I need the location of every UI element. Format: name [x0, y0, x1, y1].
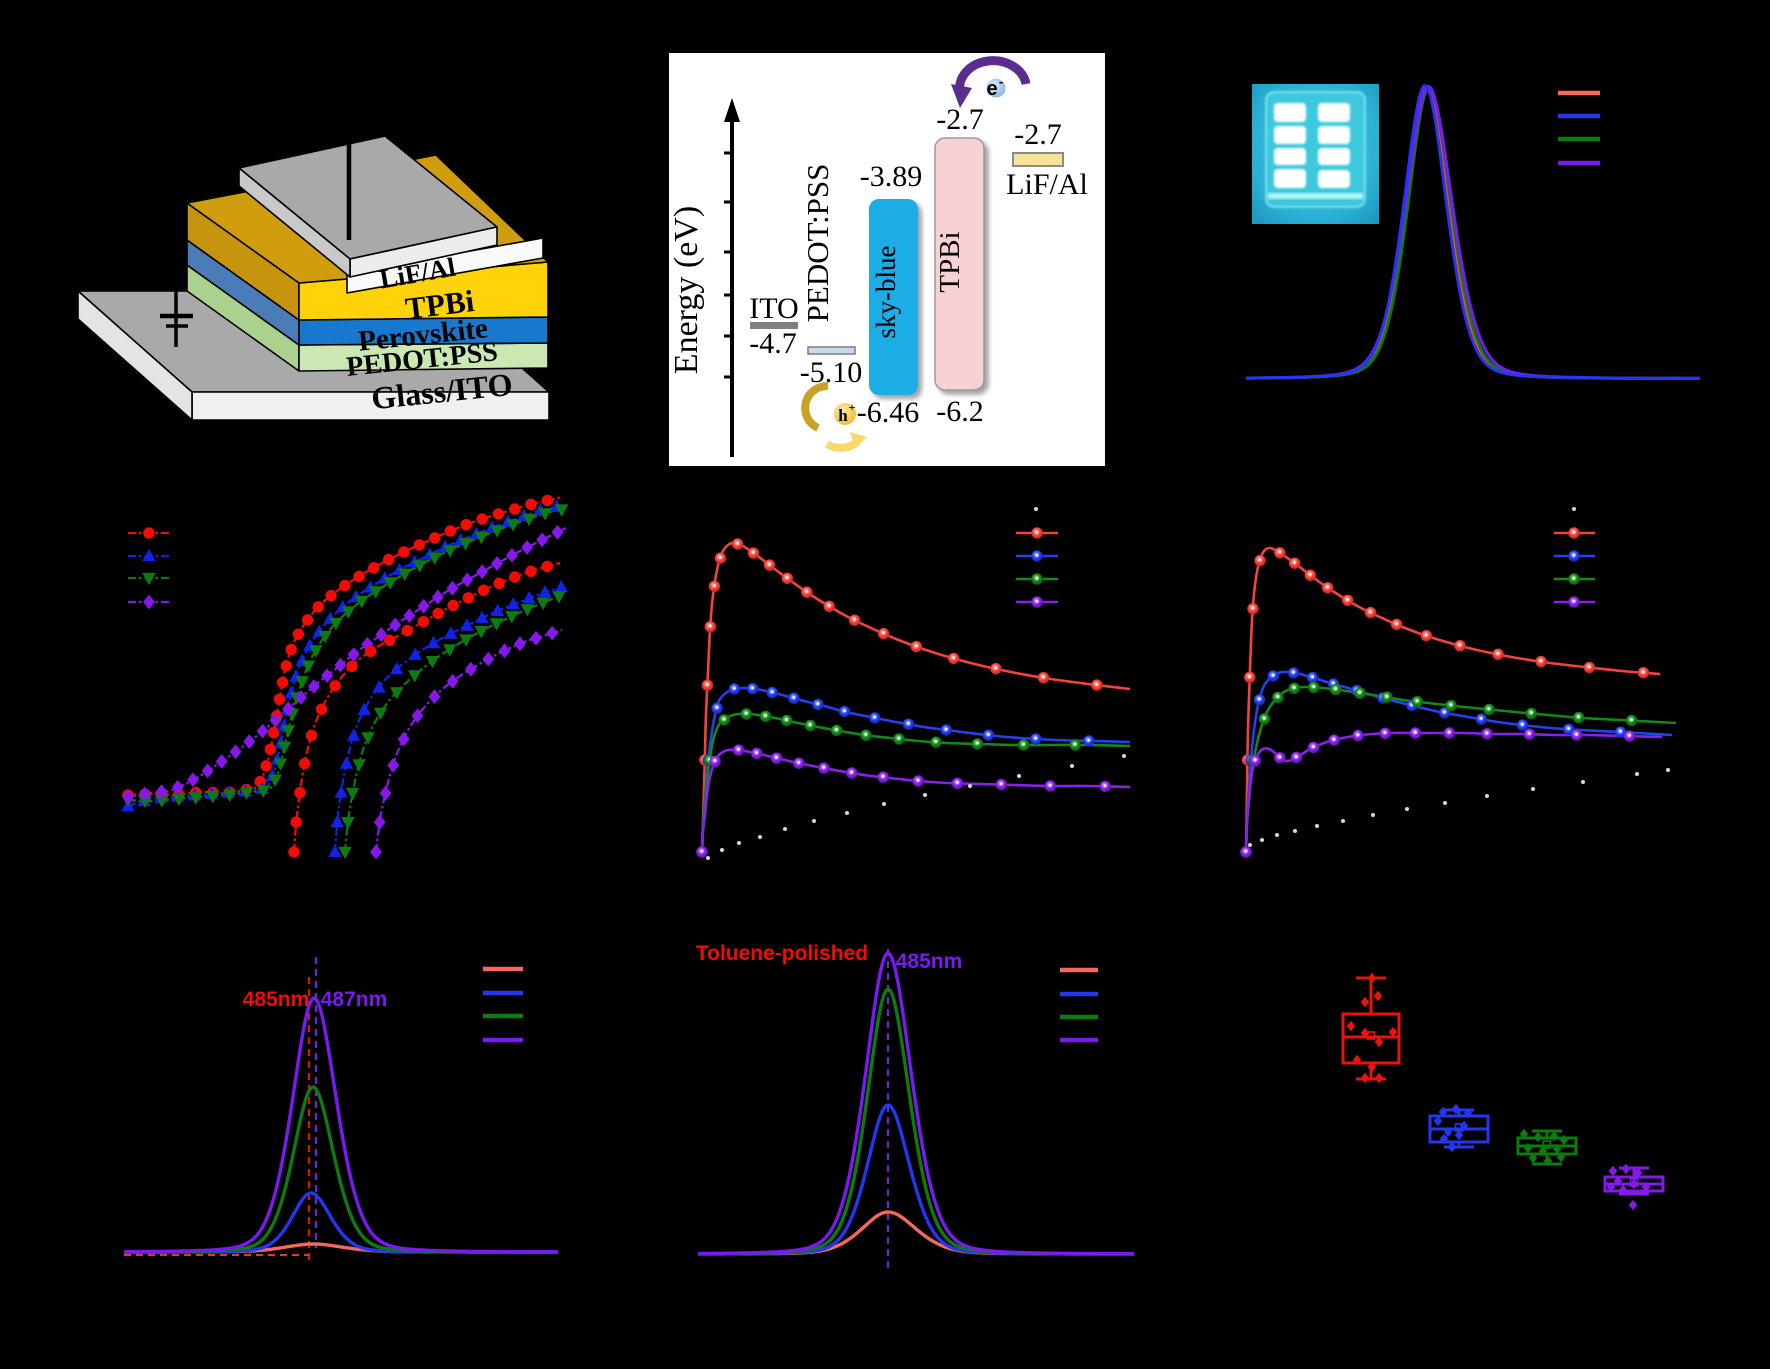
- svg-text:h: h: [838, 406, 848, 425]
- svg-text:Toluene-polished: Toluene-polished: [696, 942, 868, 965]
- svg-text:Energy (eV): Energy (eV): [668, 206, 705, 374]
- svg-text:485nm: 485nm: [896, 950, 963, 973]
- svg-text:-6.46: -6.46: [857, 396, 920, 429]
- svg-text:e: e: [986, 78, 997, 100]
- svg-text:-2.7: -2.7: [936, 103, 984, 136]
- svg-text:TPBi: TPBi: [934, 231, 966, 292]
- svg-text:-3.89: -3.89: [860, 160, 923, 193]
- svg-text:ITO: ITO: [749, 292, 798, 325]
- svg-text:-: -: [999, 74, 1003, 89]
- svg-text:LiF/Al: LiF/Al: [1006, 168, 1088, 201]
- svg-text:sky-blue: sky-blue: [871, 245, 901, 338]
- svg-text:-6.2: -6.2: [936, 395, 984, 428]
- svg-text:+: +: [849, 400, 856, 414]
- svg-text:485nm: 485nm: [243, 988, 310, 1011]
- svg-text:PEDOT:PSS: PEDOT:PSS: [800, 164, 835, 323]
- svg-text:-2.7: -2.7: [1014, 118, 1062, 151]
- svg-text:-5.10: -5.10: [800, 356, 863, 389]
- svg-text:487nm: 487nm: [321, 988, 388, 1011]
- svg-text:-4.7: -4.7: [749, 327, 797, 360]
- svg-text:TPBi: TPBi: [403, 283, 476, 326]
